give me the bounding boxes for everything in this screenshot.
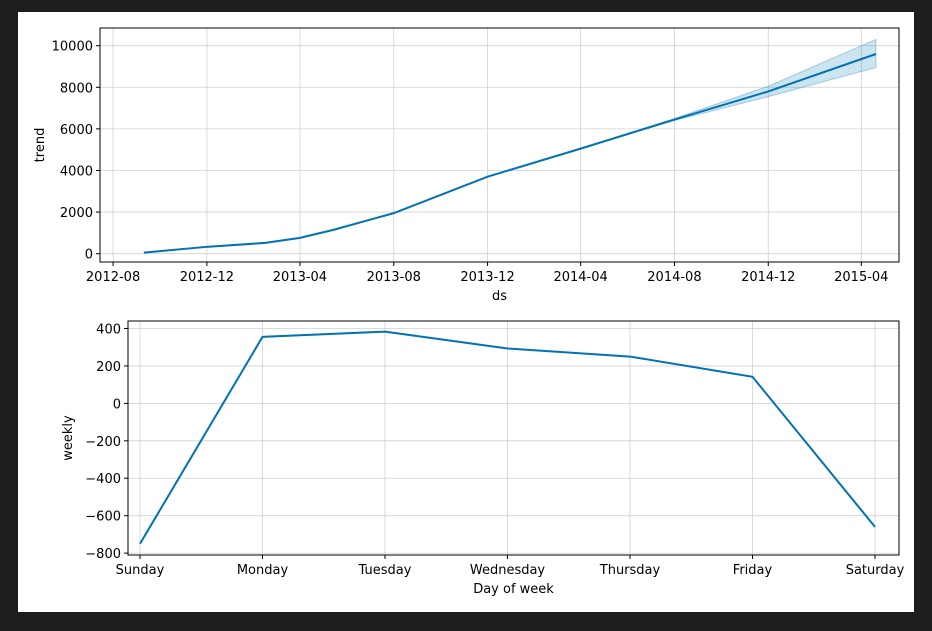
weekly-line <box>139 330 876 545</box>
x-tick-label: Tuesday <box>358 563 412 578</box>
x-tick-label: 2014-12 <box>741 270 795 285</box>
x-tick-label: 2012-12 <box>180 270 234 285</box>
uncertainty-band <box>143 38 877 254</box>
y-tick-label: 8000 <box>60 81 93 96</box>
y-tick-label: 10000 <box>52 40 93 55</box>
y-tick-label: −600 <box>85 510 121 525</box>
y-tick-label: −800 <box>85 547 121 562</box>
y-axis-label: trend <box>33 128 48 163</box>
y-tick-label: −400 <box>85 472 121 487</box>
x-tick-label: 2013-04 <box>273 270 327 285</box>
subplot-1: Sunday Monday Tuesday Wednesday Thursday Frid… <box>61 320 905 597</box>
x-tick-label: 2014-04 <box>553 270 607 285</box>
x-tick-label: Thursday <box>599 563 661 578</box>
x-tick-label: 2014-08 <box>647 270 701 285</box>
x-tick-label: Saturday <box>846 563 905 578</box>
y-tick-label: 200 <box>96 360 121 375</box>
x-tick-label: 2012-08 <box>86 270 140 285</box>
y-tick-label: 400 <box>96 322 121 337</box>
trend-line <box>143 53 877 254</box>
subplot-0: 2012-08 2012-12 2013-04 2013-08 2013-12 2014-… <box>33 27 900 304</box>
x-tick-label: 2013-12 <box>460 270 514 285</box>
x-axis-label: Day of week <box>473 582 554 597</box>
x-tick-label: Monday <box>237 563 289 578</box>
y-tick-label: 4000 <box>60 164 93 179</box>
y-tick-label: −200 <box>85 435 121 450</box>
x-axis-label: ds <box>492 289 507 304</box>
figure-canvas: 2012-08 2012-12 2013-04 2013-08 2013-12 2014-… <box>18 12 914 612</box>
y-tick-label: 2000 <box>60 206 93 221</box>
x-tick-label: Friday <box>733 563 773 578</box>
x-tick-label: Sunday <box>116 563 165 578</box>
y-tick-label: 0 <box>113 397 121 412</box>
y-axis-label: weekly <box>61 415 76 461</box>
y-tick-label: 0 <box>85 248 93 263</box>
y-tick-label: 6000 <box>60 123 93 138</box>
x-tick-label: Wednesday <box>470 563 546 578</box>
x-tick-label: 2013-08 <box>367 270 421 285</box>
figure: 2012-08 2012-12 2013-04 2013-08 2013-12 2014-… <box>33 27 905 597</box>
x-tick-label: 2015-04 <box>834 270 888 285</box>
plot-frame <box>99 27 900 263</box>
plot-frame <box>127 320 900 556</box>
